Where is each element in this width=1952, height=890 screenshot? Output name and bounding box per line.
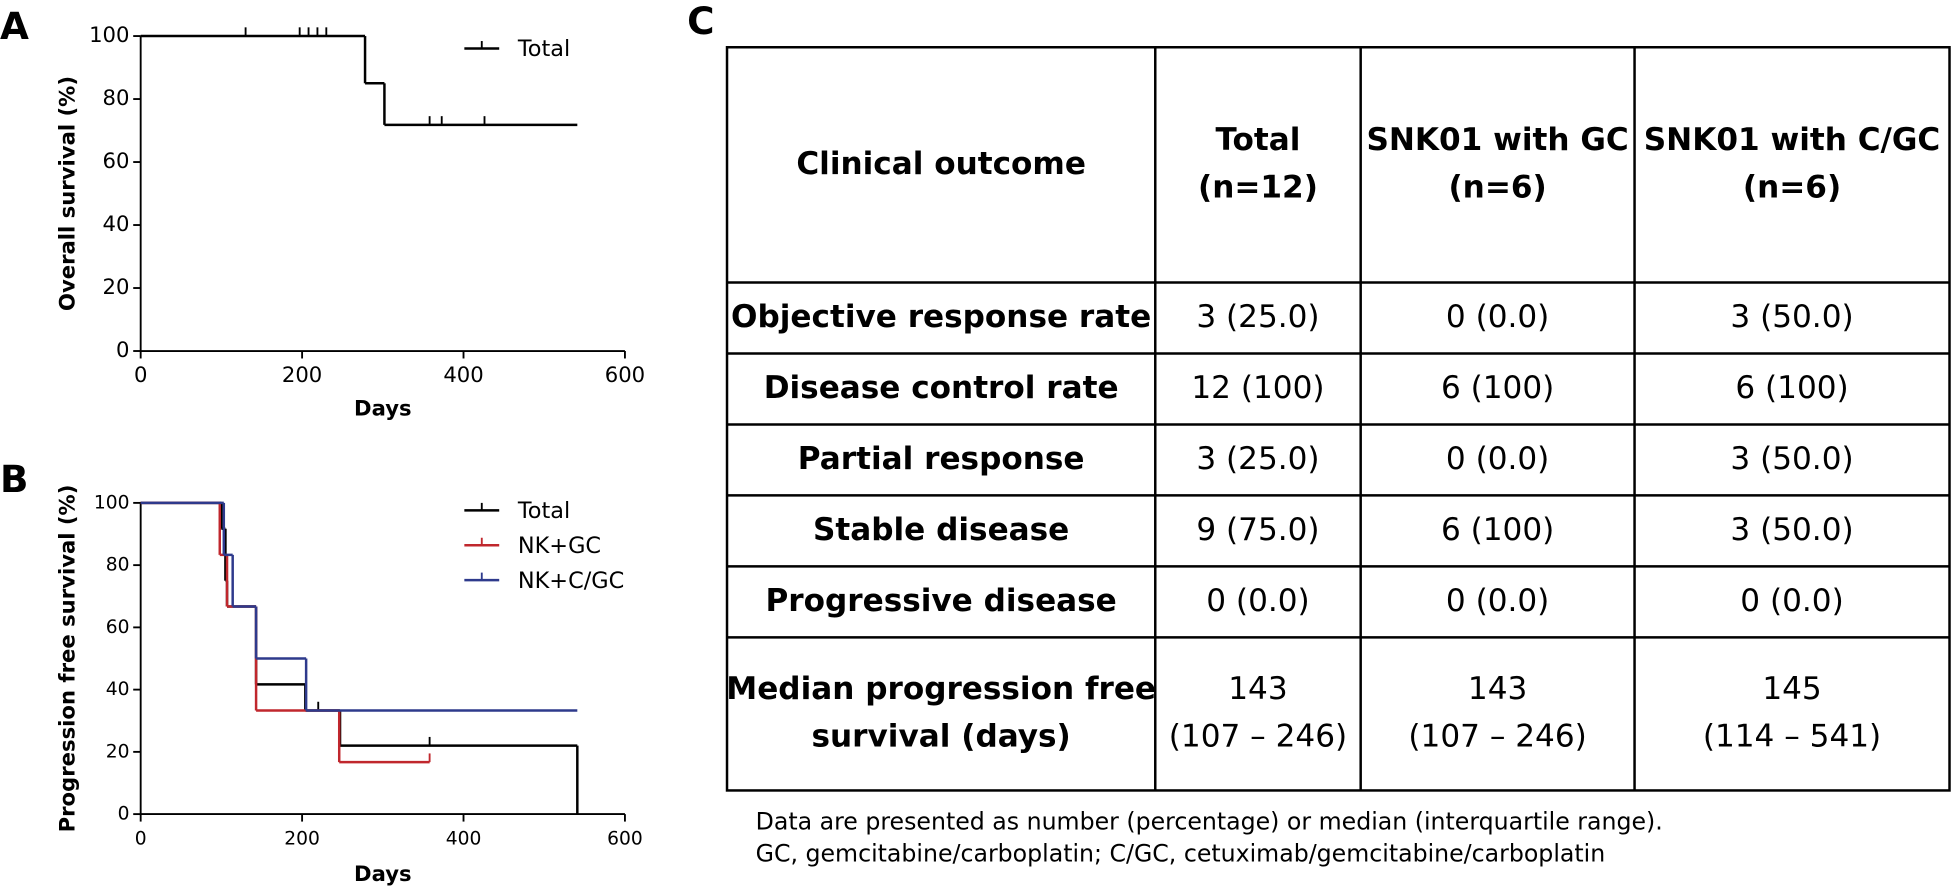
header-cell: SNK01 with GC (n=6) [1366,122,1628,205]
header-cell: SNK01 with C/GC (n=6) [1644,122,1940,205]
y-tick-label: 60 [106,617,130,638]
row-label: Partial response [798,441,1085,477]
row-label: Median progression free survival (days) [726,671,1156,754]
x-tick-label: 400 [443,362,483,387]
y-tick-label: 20 [103,274,130,299]
y-tick-label: 100 [94,492,130,513]
table-cell: 0 (0.0) [1446,441,1549,477]
y-tick-label: 0 [116,337,129,362]
x-axis-label: Days [354,396,412,421]
panel-label: C [687,0,714,43]
x-axis-label: Days [354,861,412,886]
table-cell: 0 (0.0) [1206,583,1309,619]
header-cell: Total (n=12) [1198,122,1318,205]
y-tick-label: 40 [103,211,130,236]
row-label: Objective response rate [731,299,1151,335]
table-cell: 3 (50.0) [1730,512,1853,548]
table-cell: 6 (100) [1441,512,1554,548]
table-cell: 143 (107 – 246) [1169,671,1347,754]
x-tick-label: 0 [134,362,147,387]
x-tick-label: 200 [284,829,320,850]
y-tick-label: 100 [89,22,129,47]
row-label: Disease control rate [764,370,1119,406]
footnote: GC, gemcitabine/carboplatin; C/GC, cetux… [756,840,1606,868]
table-cell: 6 (100) [1441,370,1554,406]
y-tick-label: 20 [106,741,130,762]
table-cell: 3 (25.0) [1196,441,1319,477]
y-axis-label: Overall survival (%) [54,76,79,311]
table-cell: 145 (114 – 541) [1703,671,1881,754]
table-cell: 9 (75.0) [1196,512,1319,548]
legend-label: Total [517,36,570,62]
x-tick-label: 400 [446,829,482,850]
legend-label: NK+GC [518,533,601,559]
table-cell: 0 (0.0) [1446,299,1549,335]
y-axis-label: Progression free survival (%) [54,485,79,833]
x-tick-label: 0 [135,829,147,850]
table-cell: 0 (0.0) [1740,583,1843,619]
table-cell: 0 (0.0) [1446,583,1549,619]
header-cell: Clinical outcome [796,146,1086,182]
x-tick-label: 200 [282,362,322,387]
table-cell: 3 (50.0) [1730,299,1853,335]
row-label: Stable disease [813,512,1069,548]
panel-label: B [0,457,28,501]
y-tick-label: 80 [103,85,130,110]
x-tick-label: 600 [605,362,645,387]
table-border [725,46,1951,792]
panel-label: A [0,4,29,48]
y-tick-label: 80 [106,555,130,576]
y-tick-label: 40 [106,679,130,700]
legend-label: Total [517,498,570,524]
table-cell: 12 (100) [1191,370,1324,406]
y-tick-label: 60 [103,148,130,173]
row-label: Progressive disease [765,583,1116,619]
y-tick-label: 0 [118,804,130,825]
x-tick-label: 600 [607,829,643,850]
table-cell: 3 (25.0) [1196,299,1319,335]
table-cell: 3 (50.0) [1730,441,1853,477]
table-cell: 143 (107 – 246) [1408,671,1586,754]
footnote: Data are presented as number (percentage… [756,807,1663,835]
table-cell: 6 (100) [1735,370,1848,406]
legend-label: NK+C/GC [518,568,624,594]
